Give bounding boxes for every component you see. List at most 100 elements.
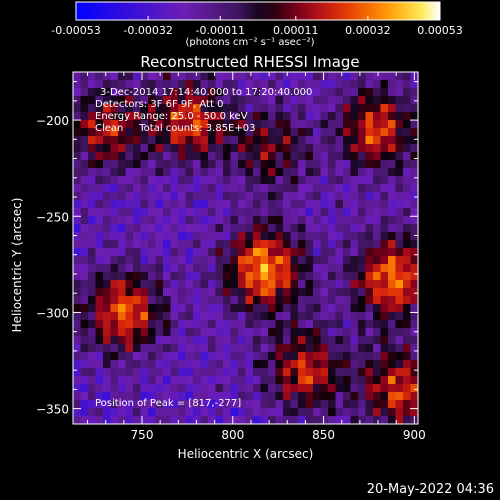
- heatmap-cell: [178, 280, 186, 289]
- heatmap-cell: [335, 384, 344, 393]
- heatmap-cell: [118, 224, 126, 233]
- heatmap-cell: [103, 360, 111, 369]
- heatmap-cell: [200, 184, 209, 193]
- heatmap-cell: [80, 232, 89, 241]
- heatmap-cell: [170, 400, 179, 409]
- heatmap-cell: [133, 312, 141, 321]
- heatmap-cell: [148, 224, 156, 233]
- heatmap-cell: [343, 72, 351, 81]
- heatmap-cell: [88, 264, 96, 273]
- heatmap-cell: [125, 416, 134, 425]
- heatmap-cell: [373, 272, 381, 281]
- heatmap-cell: [275, 336, 284, 345]
- heatmap-cell: [350, 376, 359, 385]
- heatmap-cell: [358, 216, 366, 225]
- heatmap-cell: [125, 320, 134, 329]
- heatmap-cell: [155, 256, 164, 265]
- heatmap-cell: [268, 256, 276, 265]
- heatmap-cell: [185, 336, 194, 345]
- heatmap-cell: [305, 240, 314, 249]
- heatmap-cell: [230, 80, 239, 89]
- heatmap-cell: [223, 248, 231, 257]
- heatmap-cell: [245, 360, 254, 369]
- heatmap-cell: [305, 288, 314, 297]
- heatmap-cell: [88, 176, 96, 185]
- heatmap-cell: [155, 144, 164, 153]
- heatmap-cell: [320, 384, 329, 393]
- heatmap-cell: [343, 176, 351, 185]
- heatmap-cell: [200, 416, 209, 425]
- heatmap-cell: [133, 96, 141, 105]
- heatmap-cell: [335, 96, 344, 105]
- heatmap-cell: [320, 112, 329, 121]
- heatmap-cell: [313, 72, 321, 81]
- heatmap-cell: [245, 312, 254, 321]
- heatmap-cell: [350, 280, 359, 289]
- heatmap-cell: [238, 336, 246, 345]
- heatmap-cell: [215, 264, 224, 273]
- heatmap-cell: [380, 344, 389, 353]
- heatmap-cell: [350, 256, 359, 265]
- heatmap-cell: [155, 368, 164, 377]
- heatmap-cell: [230, 168, 239, 177]
- heatmap-cell: [110, 192, 119, 201]
- heatmap-cell: [335, 296, 344, 305]
- heatmap-cell: [163, 232, 171, 241]
- heatmap-cell: [155, 120, 164, 129]
- heatmap-cell: [238, 128, 246, 137]
- heatmap-cell: [403, 280, 411, 289]
- heatmap-cell: [380, 224, 389, 233]
- heatmap-cell: [148, 328, 156, 337]
- heatmap-cell: [155, 304, 164, 313]
- heatmap-cell: [230, 416, 239, 425]
- heatmap-cell: [298, 160, 306, 169]
- heatmap-cell: [358, 152, 366, 161]
- heatmap-cell: [275, 80, 284, 89]
- heatmap-cell: [343, 272, 351, 281]
- heatmap-cell: [103, 312, 111, 321]
- heatmap-cell: [403, 392, 411, 401]
- heatmap-cell: [328, 80, 336, 89]
- heatmap-cell: [253, 416, 261, 425]
- heatmap-cell: [403, 192, 411, 201]
- heatmap-cell: [148, 80, 156, 89]
- heatmap-cell: [208, 80, 216, 89]
- heatmap-cell: [170, 368, 179, 377]
- heatmap-cell: [125, 296, 134, 305]
- heatmap-cell: [103, 80, 111, 89]
- heatmap-cell: [358, 320, 366, 329]
- heatmap-cell: [133, 128, 141, 137]
- heatmap-cell: [140, 248, 149, 257]
- heatmap-cell: [178, 128, 186, 137]
- heatmap-cell: [410, 240, 419, 249]
- heatmap-cell: [320, 336, 329, 345]
- heatmap-cell: [403, 288, 411, 297]
- heatmap-cell: [140, 392, 149, 401]
- heatmap-cell: [283, 88, 291, 97]
- heatmap-cell: [163, 344, 171, 353]
- heatmap-cell: [313, 288, 321, 297]
- heatmap-cell: [103, 328, 111, 337]
- heatmap-cell: [388, 80, 396, 89]
- annotation-energy-range: Energy Range: 25.0 - 50.0 keV: [95, 111, 248, 122]
- heatmap-cell: [283, 336, 291, 345]
- heatmap-cell: [268, 264, 276, 273]
- heatmap-cell: [245, 320, 254, 329]
- heatmap-cell: [373, 176, 381, 185]
- heatmap-cell: [208, 296, 216, 305]
- heatmap-cell: [313, 312, 321, 321]
- heatmap-cell: [148, 248, 156, 257]
- heatmap-cell: [163, 240, 171, 249]
- heatmap-cell: [388, 304, 396, 313]
- heatmap-cell: [148, 240, 156, 249]
- heatmap-cell: [178, 88, 186, 97]
- heatmap-cell: [223, 344, 231, 353]
- heatmap-cell: [238, 296, 246, 305]
- heatmap-cell: [328, 128, 336, 137]
- heatmap-cell: [373, 256, 381, 265]
- heatmap-cell: [373, 136, 381, 145]
- heatmap-cell: [388, 192, 396, 201]
- heatmap-cell: [380, 72, 389, 81]
- heatmap-cell: [215, 200, 224, 209]
- heatmap-cell: [170, 136, 179, 145]
